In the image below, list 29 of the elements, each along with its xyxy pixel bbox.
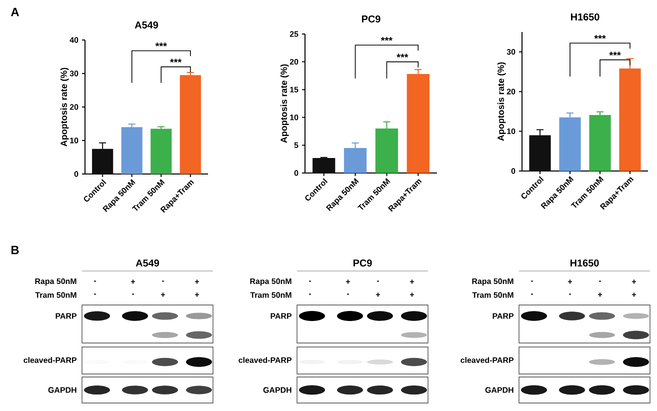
bar (559, 117, 581, 171)
bar (589, 115, 611, 171)
y-axis-title: Apoptosis rate (%) (60, 68, 69, 146)
text: B (11, 246, 19, 254)
annotation: *** (594, 35, 606, 39)
bar (92, 148, 114, 174)
annotation: *** (170, 58, 182, 62)
annotation: *** (396, 54, 408, 58)
y-axis-title: Apoptosis rate (%) (280, 64, 289, 143)
bar (406, 74, 430, 173)
bar (180, 75, 201, 174)
bar (344, 148, 367, 173)
bar (529, 135, 551, 171)
text: A549 (136, 259, 160, 267)
chart-title: A549 (134, 21, 158, 28)
text: A (10, 8, 19, 16)
y-axis-title: Apoptosis rate (%) (497, 62, 506, 141)
bar (150, 128, 172, 174)
bar (619, 68, 641, 171)
bar (375, 128, 398, 173)
annotation: *** (380, 37, 393, 41)
annotation: *** (155, 42, 167, 46)
bar (121, 127, 142, 174)
text: H1650 (570, 259, 599, 267)
chart-title: PC9 (362, 15, 380, 22)
chart-title: H1650 (571, 13, 600, 20)
text: PC9 (353, 259, 372, 267)
annotation: *** (609, 52, 621, 56)
bar (312, 158, 336, 173)
